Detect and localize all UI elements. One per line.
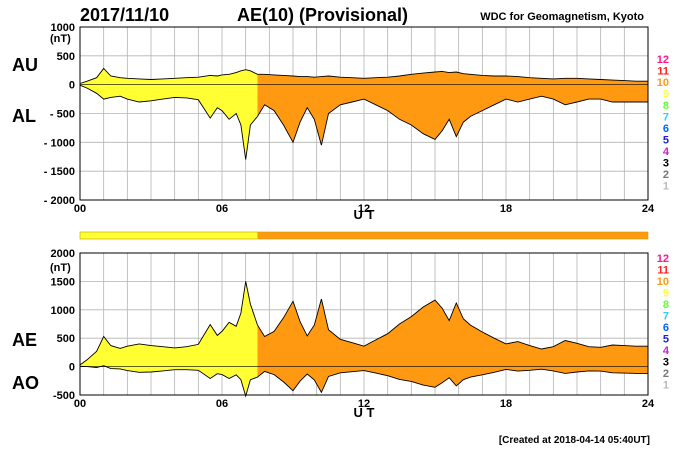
ae-ao-areas (79, 281, 648, 398)
au-al-upper-line (79, 67, 648, 84)
au-al-unit: (nT) (50, 33, 71, 45)
au-al-x-ticks: 00 06 12 18 24 (74, 203, 655, 215)
ae-ao-grid (79, 252, 649, 396)
au-al-frame (79, 26, 649, 201)
ae-ao-upper-line (79, 281, 648, 366)
ao-label: AO (12, 373, 39, 393)
station-legend-8: 8 (663, 100, 669, 112)
ae-ao-y-tick-label: 1500 (51, 276, 75, 288)
au-al-grid (79, 26, 649, 201)
ae-ao-y-tick-label: 2000 (51, 248, 75, 260)
au-al-y-tick-label: - 1500 (44, 166, 75, 178)
ae-ao-x-tick-label: 06 (216, 398, 228, 410)
station-legend-7: 7 (663, 311, 669, 323)
station-legend-1: 1 (663, 380, 669, 392)
ae-ao-y-tick-label: 0 (69, 362, 75, 374)
au-al-x-tick-label: 06 (216, 203, 228, 215)
station-legend-4: 4 (663, 345, 670, 357)
ae-ao-x-tick-label: 18 (500, 398, 512, 410)
station-legend-11: 11 (657, 66, 669, 78)
data-source: WDC for Geomagnetism, Kyoto (480, 11, 644, 23)
station-legend-6: 6 (663, 322, 669, 334)
au-al-y-tick-label: - 500 (50, 109, 75, 121)
au-al-y-tick-label: - 2000 (44, 195, 75, 207)
station-bar-segment (257, 232, 648, 239)
au-al-x-tick-label: 18 (500, 203, 512, 215)
au-al-y-tick-label: 0 (69, 80, 75, 92)
station-legend-9: 9 (663, 288, 669, 300)
au-al-y-tick-label: - 1000 (44, 137, 75, 149)
au-al-x-tick-label: 00 (74, 203, 86, 215)
station-legend-2: 2 (663, 368, 669, 380)
station-legend-8: 8 (663, 299, 669, 311)
station-legend-3: 3 (663, 357, 669, 369)
station-legend-6: 6 (663, 123, 669, 135)
au-al-area-10-stations (257, 71, 648, 146)
au-al-y-ticks: 1000 500 0 - 500 - 1000 - 1500 - 2000 (44, 22, 75, 207)
au-label: AU (12, 55, 38, 75)
station-legend-10: 10 (657, 276, 669, 288)
ae-ao-unit: (nT) (50, 262, 71, 274)
al-label: AL (12, 106, 36, 126)
au-al-areas (79, 67, 648, 160)
ae-ao-x-ticks: 00 06 12 18 24 (74, 398, 655, 410)
ae-label: AE (12, 330, 37, 350)
ae-ao-area-10-stations (257, 299, 648, 393)
ae-ao-lower-line (79, 365, 648, 398)
plot-date: 2017/11/10 (80, 5, 169, 25)
station-legend-4: 4 (663, 146, 670, 158)
ae-ao-y-ticks: 2000 1500 1000 500 0 -500 (51, 248, 75, 402)
station-legend-2: 2 (663, 169, 669, 181)
station-legend-5: 5 (663, 334, 669, 346)
ae-ao-x-axis-title: U T (354, 405, 375, 420)
station-count-bar (79, 231, 649, 240)
station-legend-12: 12 (657, 54, 669, 66)
station-bar-frame (79, 231, 649, 240)
au-al-lower-line (79, 84, 648, 160)
ae-ao-x-tick-label: 00 (74, 398, 86, 410)
station-legend-3: 3 (663, 158, 669, 170)
station-legend-11: 11 (657, 265, 669, 277)
station-bar-segment (80, 232, 258, 239)
station-legend-12: 12 (657, 253, 669, 265)
station-legend-1: 1 (663, 181, 669, 193)
station-legend-10: 10 (657, 77, 669, 89)
station-legend-5: 5 (663, 135, 669, 147)
created-timestamp: [Created at 2018-04-14 05:40UT] (499, 435, 650, 446)
plot-title: AE(10) (Provisional) (237, 5, 408, 25)
au-al-x-tick-label: 12 (358, 203, 370, 215)
au-al-area-9-stations (80, 68, 258, 160)
ae-ao-x-tick-label: 12 (358, 398, 370, 410)
au-al-x-tick-label: 24 (642, 203, 655, 215)
ae-ao-y-tick-label: 500 (57, 333, 75, 345)
au-al-x-axis-title: U T (354, 207, 375, 222)
station-legend-9: 9 (663, 89, 669, 101)
ae-ao-y-tick-label: 1000 (51, 305, 75, 317)
au-al-y-tick-label: 1000 (51, 22, 75, 34)
au-al-y-tick-label: 500 (57, 51, 75, 63)
station-legend-7: 7 (663, 112, 669, 124)
ae-ao-y-tick-label: -500 (53, 390, 75, 402)
ae-ao-x-tick-label: 24 (642, 398, 655, 410)
ae-ao-frame (79, 252, 649, 396)
